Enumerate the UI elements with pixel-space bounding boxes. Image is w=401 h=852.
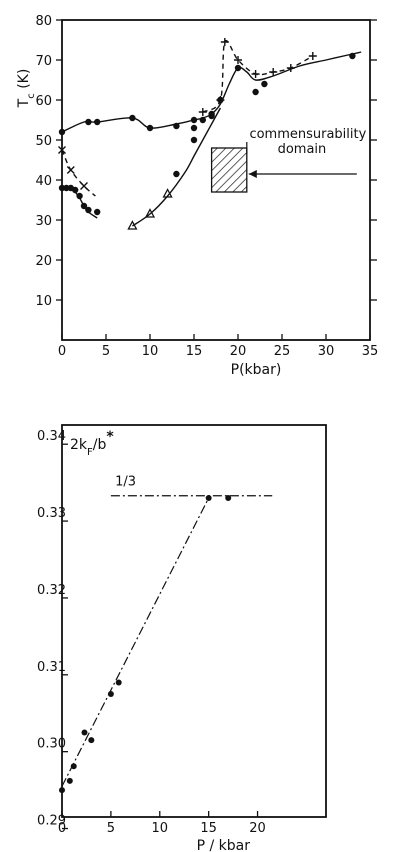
x-tick-label: 10: [142, 344, 159, 359]
x-axis-title: P / kbar: [197, 838, 251, 852]
data-point-plus: [308, 52, 317, 60]
data-point-dot: [208, 110, 215, 118]
data-point-plus: [198, 108, 207, 116]
x-axis-title: P(kbar): [231, 362, 282, 378]
series-0-line: [61, 51, 362, 133]
series-3-line: [61, 149, 96, 197]
data-point-dot: [80, 202, 88, 210]
y-tick-label: 0.30: [37, 737, 66, 752]
data-point-dot: [190, 116, 198, 124]
data-point-dot: [81, 729, 88, 736]
commensurability-region: [210, 147, 248, 193]
annotation-arrowhead: [248, 170, 257, 178]
data-point-dot: [349, 52, 356, 60]
data-point-triangle: [144, 208, 156, 218]
data-point-dot: [115, 679, 122, 686]
data-point-dot: [129, 114, 136, 122]
data-point-triangle: [162, 188, 173, 198]
y-axis-title: 2kF/b*: [70, 429, 114, 458]
data-point-dot: [146, 124, 154, 132]
data-point-cross: [66, 166, 75, 174]
data-point-dot: [173, 170, 180, 178]
x-tick-label: 25: [274, 344, 291, 359]
y-tick-label: 10: [35, 294, 52, 309]
annotation-line-2: domain: [278, 142, 327, 157]
x-tick-label: 35: [362, 344, 379, 359]
y-tick-label: 0.29: [37, 814, 66, 829]
x-tick-label: 0: [58, 344, 66, 359]
data-point-dot: [205, 495, 212, 502]
data-point-cross: [80, 182, 88, 190]
data-point-dot: [59, 787, 65, 794]
series-2-line: [62, 186, 98, 219]
data-point-dot: [94, 118, 101, 126]
y-tick-label: 0.32: [37, 583, 66, 598]
data-point-dot: [94, 208, 101, 216]
y-tick-label: 80: [35, 14, 52, 29]
data-point-plus: [286, 64, 295, 72]
reference-line-label: 1/3: [115, 475, 136, 490]
data-point-triangle: [127, 220, 138, 230]
data-point-dot: [190, 124, 198, 132]
x-tick-label: 30: [318, 344, 335, 359]
data-point-dot: [173, 122, 180, 130]
data-point-dot: [261, 80, 268, 88]
data-point-dot: [234, 64, 242, 72]
x-tick-label: 10: [152, 821, 169, 836]
data-point-dot: [252, 88, 259, 96]
y-tick-label: 40: [35, 174, 52, 189]
data-point-dot: [66, 777, 73, 784]
data-point-dot: [58, 184, 66, 192]
x-tick-label: 15: [200, 821, 217, 836]
data-point-dot: [76, 192, 83, 200]
data-point-plus: [220, 38, 229, 46]
data-point-plus: [269, 68, 278, 76]
y-tick-label: 70: [35, 54, 52, 69]
data-point-dot: [85, 206, 92, 214]
y-tick-label: 0.31: [37, 660, 66, 675]
x-tick-label: 15: [186, 344, 203, 359]
x-tick-label: 20: [249, 821, 266, 836]
tc-vs-pressure-chart: 0 5 10 15 20 25 30 35 10 20 30 40 50 60 70 80 P(kbar) Tc …: [16, 14, 378, 378]
data-point-dot: [107, 691, 114, 698]
data-point-dot: [225, 495, 232, 502]
data-point-cross: [58, 146, 66, 154]
x-tick-label: 5: [102, 344, 110, 359]
y-axis-title: Tc (K): [16, 69, 37, 109]
data-point-plus: [234, 56, 242, 64]
data-point-dot: [63, 184, 70, 192]
y-tick-label: 20: [35, 254, 52, 269]
kf-ratio-vs-pressure-chart: 0 5 10 15 200.290.300.310.320.330.34P / kbar…: [37, 424, 327, 852]
data-point-dot: [85, 118, 92, 126]
annotation-line-1: commensurability: [249, 127, 366, 142]
data-point-dot: [190, 136, 198, 144]
y-tick-label: 30: [35, 214, 52, 229]
data-point-plus: [251, 70, 260, 78]
fit-line: [61, 497, 210, 787]
data-point-dot: [88, 737, 95, 744]
data-point-dot: [72, 186, 79, 194]
y-tick-label: 0.33: [37, 506, 66, 521]
x-tick-label: 5: [107, 821, 115, 836]
data-point-dot: [217, 96, 224, 104]
y-tick-label: 0.34: [37, 429, 66, 444]
plot-frame: [61, 424, 327, 818]
data-point-dot: [70, 763, 77, 770]
x-tick-label: 20: [230, 344, 247, 359]
y-tick-label: 60: [35, 94, 52, 109]
y-tick-label: 50: [35, 134, 52, 149]
data-point-dot: [58, 128, 66, 136]
data-point-dot: [199, 116, 206, 124]
